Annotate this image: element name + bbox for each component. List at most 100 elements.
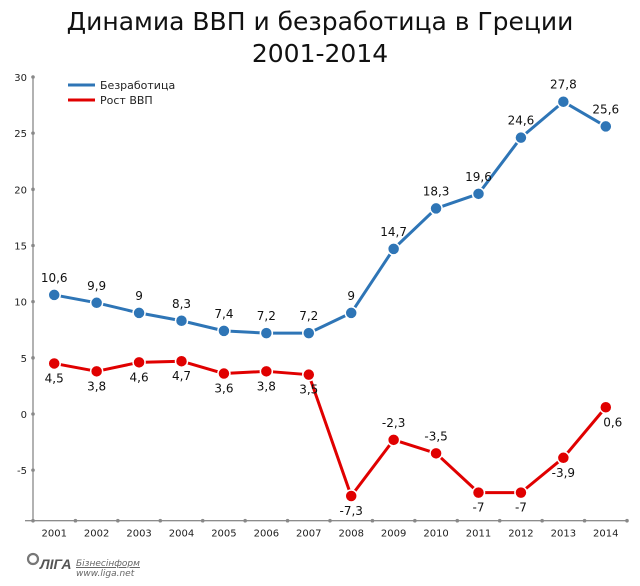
data-label: 3,8 [87,379,106,393]
logo-url: www.liga.net [76,569,135,579]
logo-text: Бізнесінформ www.liga.net [76,559,140,579]
y-tick-label: 30 [14,73,27,84]
logo-brand: ЛIГА [40,556,72,572]
data-point [217,366,231,381]
y-tick [31,299,35,304]
x-tick [625,518,629,523]
x-tick-label: 2011 [466,529,491,540]
data-point [302,326,316,340]
chart-title: Динамиа ВВП и безработица в Греции 2001-… [0,6,640,70]
y-tick [31,412,35,416]
data-point [471,485,486,500]
data-label: 9 [135,289,143,303]
logo-swirl-icon [26,552,40,566]
data-point [514,485,528,500]
x-tick [328,518,332,523]
x-tick [200,518,205,523]
data-point [47,356,61,371]
y-tick [31,356,35,360]
y-tick [31,243,35,248]
data-point [259,326,274,340]
data-label: 19,6 [465,170,492,184]
y-tick-label: 0 [21,410,27,421]
data-point [47,288,61,302]
data-label: 8,3 [172,297,191,311]
data-label: 18,3 [423,184,450,198]
x-tick [455,518,460,523]
data-point [599,400,613,415]
data-point [174,314,189,328]
x-tick [413,518,417,523]
series-line-1 [53,359,607,498]
data-point [302,367,316,382]
x-tick [31,518,35,523]
legend-label: Рост ВВП [100,94,153,107]
y-tick-label: 10 [14,298,27,309]
data-label: 4,5 [45,371,64,385]
x-tick-label: 2013 [551,529,576,540]
data-label: -3,9 [552,466,575,480]
data-label: -2,3 [382,416,405,430]
data-label: 9,9 [87,279,106,293]
logo-name: Бізнесінформ [76,559,140,569]
y-tick [31,131,35,135]
x-tick-label: 2014 [593,529,618,540]
legend-label: Безработица [100,79,175,92]
y-tick [31,468,35,472]
y-tick-label: -5 [17,466,27,477]
x-tick-label: 2006 [254,529,279,540]
data-label: 25,6 [592,102,619,116]
series-line-0 [53,100,607,335]
data-point [89,364,104,379]
data-label: -7,3 [340,504,363,518]
data-point [599,119,613,134]
x-tick-label: 2002 [84,529,109,540]
x-tick-label: 2005 [211,529,236,540]
data-point [89,296,104,310]
data-label: 0,6 [603,415,622,429]
x-tick-label: 2004 [169,529,194,540]
data-label: 14,7 [380,225,407,239]
data-label: 7,2 [257,309,276,323]
data-label: 3,8 [257,379,276,393]
data-label: 24,6 [508,114,535,128]
data-point [556,451,571,465]
data-label: 9 [347,289,355,303]
x-tick [497,518,502,523]
y-tick-label: 25 [14,129,27,140]
x-tick-label: 2007 [296,529,321,540]
data-point [514,130,528,145]
data-label: 7,2 [299,309,318,323]
x-tick [285,518,290,523]
x-tick [116,518,120,523]
data-point [344,489,358,503]
data-label: -7 [473,501,485,515]
data-point [344,306,358,320]
data-point [429,446,443,461]
data-label: 4,7 [172,369,191,383]
y-tick-label: 5 [21,354,27,365]
data-point [386,242,401,256]
data-label: 3,5 [299,383,318,397]
title-line-2: 2001-2014 [251,39,389,68]
x-tick-label: 2010 [423,529,448,540]
data-point [386,433,401,447]
data-label: -7 [515,501,527,515]
data-point [132,355,146,370]
x-tick [370,518,375,523]
data-label: 4,6 [130,370,149,384]
x-tick-label: 2003 [126,529,151,540]
data-point [217,324,231,338]
data-label: -3,5 [424,429,447,443]
data-point [429,201,443,216]
x-tick [158,518,163,523]
x-tick [73,518,78,523]
title-line-1: Динамиа ВВП и безработица в Греции [66,7,574,36]
y-tick [31,75,35,79]
data-label: 3,6 [214,382,233,396]
x-tick [243,518,247,523]
data-point [556,94,571,109]
data-label: 27,8 [550,78,577,92]
